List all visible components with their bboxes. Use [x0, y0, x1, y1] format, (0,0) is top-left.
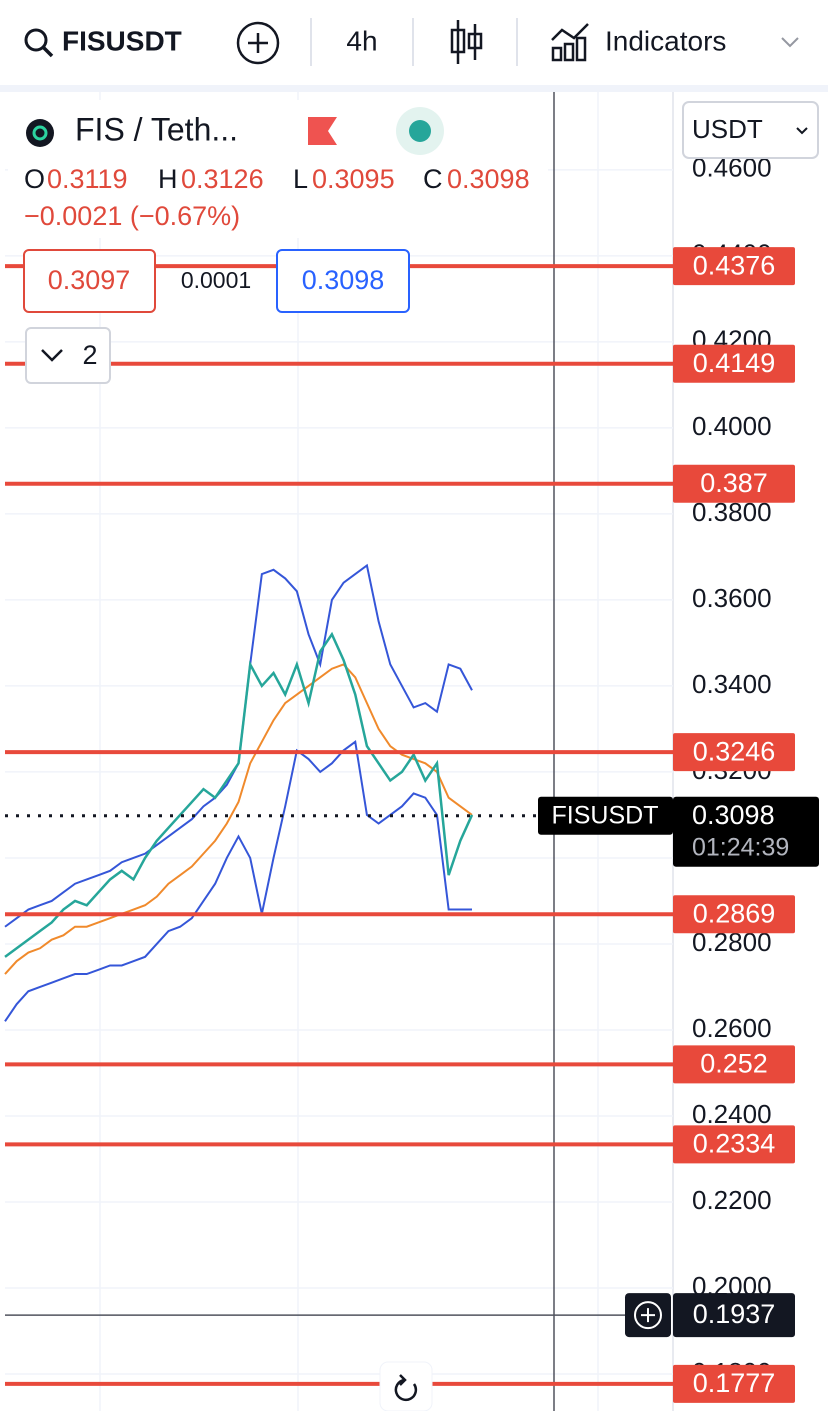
currency-chevron	[796, 127, 808, 135]
series-line	[4, 740, 472, 1022]
spread: 0.0001	[181, 267, 251, 293]
symbol-name[interactable]: FIS / Teth...	[75, 111, 238, 147]
ohlc-letter: H	[158, 164, 178, 194]
currency[interactable]: USDT	[692, 114, 763, 144]
coin-logo	[26, 119, 54, 147]
level-label: 0.252	[700, 1048, 768, 1078]
ohlc-letter: C	[423, 164, 443, 194]
ask-price[interactable]: 0.3098	[302, 265, 385, 295]
level-label-bg	[673, 895, 795, 934]
change: −0.0021 (−0.67%)	[24, 201, 240, 231]
crosshair-label: 0.1937	[693, 1299, 776, 1329]
add-symbol[interactable]	[236, 21, 280, 65]
sell-button[interactable]	[23, 249, 156, 313]
collapsed-count: 2	[82, 340, 97, 370]
level-label: 0.3246	[693, 736, 776, 766]
currency-select[interactable]	[682, 101, 819, 159]
symbol[interactable]: FISUSDT	[62, 25, 182, 56]
level-label: 0.2334	[693, 1128, 776, 1158]
y-tick-label: 0.3400	[692, 669, 772, 699]
indicators-button[interactable]	[551, 23, 589, 62]
ohlc-value: 0.3126	[181, 164, 264, 194]
level-label: 0.387	[700, 468, 768, 498]
level-label-bg	[673, 733, 795, 772]
collapse-button[interactable]	[25, 327, 111, 384]
ohlc-letter: O	[24, 164, 45, 194]
y-tick-label: 0.4000	[692, 411, 772, 441]
series-line	[4, 631, 474, 958]
exchange-flag	[308, 117, 337, 145]
symbol-tag: FISUSDT	[552, 801, 659, 829]
series-line	[4, 663, 473, 975]
level-label-bg	[673, 1364, 795, 1403]
ohlc-value: 0.3095	[312, 164, 395, 194]
chart-type-button[interactable]	[450, 20, 483, 64]
level-label-bg	[673, 247, 795, 286]
buy-button[interactable]	[276, 249, 410, 313]
countdown: 01:24:39	[692, 833, 789, 861]
level-label-bg	[673, 1045, 795, 1084]
level-label: 0.4376	[693, 250, 776, 280]
y-tick-label: 0.2400	[692, 1099, 772, 1129]
price-tag-bg	[673, 796, 819, 867]
market-status-dot	[409, 120, 431, 142]
y-tick-label: 0.2200	[692, 1185, 772, 1215]
ohlc-value: 0.3098	[447, 164, 530, 194]
more-chevron[interactable]	[781, 37, 799, 48]
ohlc-letter: L	[293, 164, 308, 194]
price-tag: 0.3098	[692, 800, 775, 830]
level-label: 0.4149	[693, 348, 776, 378]
level-label-bg	[673, 1125, 795, 1164]
symbol-tag-bg	[538, 796, 673, 835]
crosshair-label-bg	[673, 1293, 795, 1338]
level-label: 0.1777	[693, 1368, 776, 1398]
collapse-chevron	[41, 349, 63, 362]
y-tick-label: 0.3600	[692, 583, 772, 613]
reset-icon	[394, 1378, 418, 1401]
ohlc-value: 0.3119	[47, 164, 128, 194]
crosshair-add-icon	[634, 1301, 662, 1330]
search-button[interactable]: FISUSDT	[24, 25, 182, 58]
level-label-bg	[673, 464, 795, 503]
coin-logo-mark	[32, 125, 48, 141]
toolbar-divider	[0, 85, 828, 92]
level-label: 0.2869	[693, 898, 776, 928]
bid-price[interactable]: 0.3097	[48, 265, 131, 295]
crosshair-add-plus	[641, 1308, 655, 1323]
reset-icon-arrow	[399, 1374, 407, 1386]
level-label-bg	[673, 344, 795, 383]
interval[interactable]: 4h	[346, 25, 377, 56]
y-tick-label: 0.2600	[692, 1013, 772, 1043]
indicators[interactable]: Indicators	[605, 25, 726, 56]
legend-background	[8, 100, 548, 238]
reset-button[interactable]	[379, 1361, 433, 1411]
